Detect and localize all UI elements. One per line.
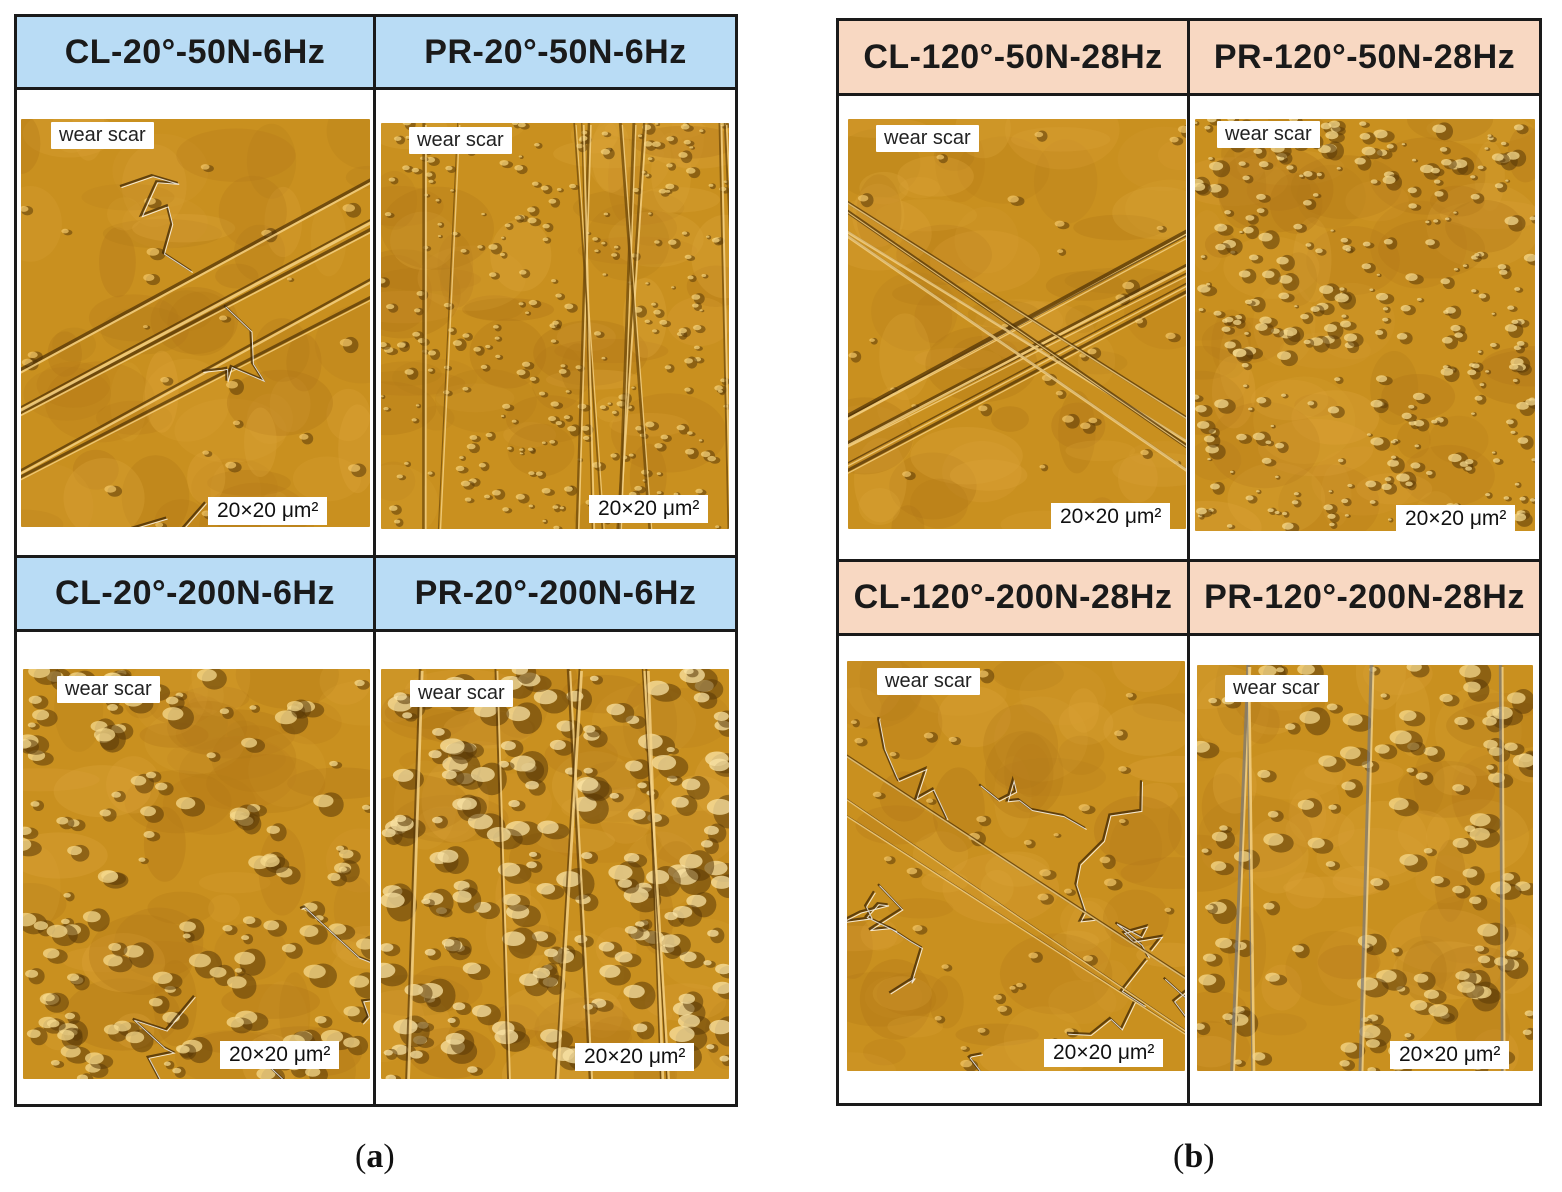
wear-scar-label: wear scar: [57, 676, 160, 703]
panel-divider: [839, 93, 1539, 96]
scale-label: 20×20 μm²: [220, 1041, 340, 1069]
micrograph-image: [21, 119, 370, 527]
cell-title: PR-120°-50N-28Hz: [1190, 21, 1539, 93]
micrograph-image: [847, 661, 1185, 1071]
scale-label: 20×20 μm²: [1044, 1039, 1164, 1067]
wear-scar-label: wear scar: [877, 668, 980, 695]
cell-title: PR-20°-50N-6Hz: [376, 17, 735, 87]
wear-scar-label: wear scar: [876, 125, 979, 152]
cell-title: CL-120°-200N-28Hz: [839, 562, 1187, 633]
figure-panel-a: CL-20°-50N-6Hz PR-20°-50N-6Hz CL-20°-200…: [14, 14, 738, 1107]
wear-scar-label: wear scar: [1217, 121, 1320, 148]
panel-divider: [17, 555, 735, 558]
micrograph-image: [381, 123, 729, 529]
figure-panel-b: CL-120°-50N-28Hz PR-120°-50N-28Hz CL-120…: [836, 18, 1542, 1106]
scale-label: 20×20 μm²: [575, 1043, 695, 1071]
scale-label: 20×20 μm²: [208, 497, 328, 525]
panel-divider: [17, 87, 735, 90]
cell-title: PR-20°-200N-6Hz: [376, 558, 735, 629]
cell-title: CL-20°-200N-6Hz: [17, 558, 373, 629]
scale-label: 20×20 μm²: [1390, 1041, 1510, 1069]
panel-divider: [17, 629, 735, 632]
panel-divider: [1187, 21, 1190, 1103]
wear-scar-label: wear scar: [51, 122, 154, 149]
micrograph-image: [23, 669, 370, 1079]
panel-divider: [373, 17, 376, 1104]
micrograph-image: [1195, 119, 1535, 531]
caption-letter: b: [1184, 1138, 1204, 1175]
scale-label: 20×20 μm²: [1051, 503, 1171, 531]
scale-label: 20×20 μm²: [1396, 505, 1516, 533]
micrograph-image: [381, 669, 729, 1079]
caption-a: (a): [355, 1138, 395, 1175]
micrograph-image: [1197, 665, 1533, 1071]
panel-divider: [839, 559, 1539, 562]
cell-title: CL-120°-50N-28Hz: [839, 21, 1187, 93]
wear-scar-label: wear scar: [409, 127, 512, 154]
caption-b: (b): [1173, 1138, 1215, 1175]
wear-scar-label: wear scar: [410, 680, 513, 707]
cell-title: CL-20°-50N-6Hz: [17, 17, 373, 87]
cell-title: PR-120°-200N-28Hz: [1190, 562, 1539, 633]
panel-divider: [839, 633, 1539, 636]
wear-scar-label: wear scar: [1225, 675, 1328, 702]
caption-letter: a: [366, 1138, 384, 1175]
scale-label: 20×20 μm²: [589, 495, 709, 523]
micrograph-image: [848, 119, 1186, 529]
